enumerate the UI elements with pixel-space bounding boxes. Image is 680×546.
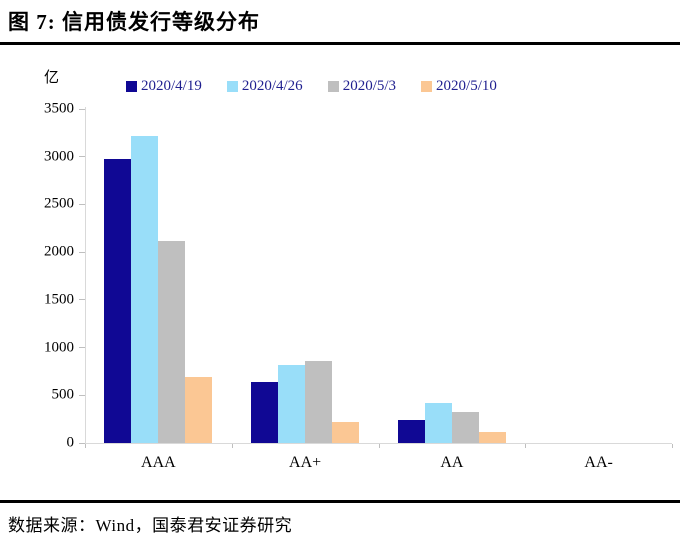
y-tick-mark bbox=[79, 108, 85, 110]
legend-label: 2020/4/26 bbox=[241, 78, 303, 94]
legend-item: 2020/4/19 bbox=[126, 78, 202, 95]
y-tick-label: 3000 bbox=[44, 148, 74, 165]
legend-swatch bbox=[327, 81, 339, 92]
legend-label: 2020/5/10 bbox=[436, 78, 497, 94]
legend-swatch bbox=[126, 81, 137, 92]
bar-2020/5/3-AA bbox=[451, 411, 479, 443]
legend-swatch bbox=[226, 81, 238, 92]
y-tick-label: 0 bbox=[66, 434, 75, 451]
chart-legend: 2020/4/19 2020/4/26 2020/5/3 2020/5/10 bbox=[126, 78, 497, 95]
y-axis-line bbox=[85, 107, 86, 443]
legend-item: 2020/5/10 bbox=[421, 78, 497, 95]
bar-2020/5/10-AA bbox=[478, 431, 506, 443]
y-tick-label: 3500 bbox=[44, 100, 74, 117]
bar-2020/4/19-AAA bbox=[104, 158, 132, 443]
x-tick-mark bbox=[525, 444, 527, 448]
y-tick-mark bbox=[79, 251, 85, 253]
bar-2020/4/26-AA+ bbox=[278, 364, 306, 443]
x-tick-mark bbox=[85, 444, 86, 448]
x-axis-line bbox=[85, 443, 672, 444]
y-tick-mark bbox=[79, 347, 85, 349]
bar-2020/4/19-AA+ bbox=[251, 381, 279, 443]
bar-2020/4/26-AAA bbox=[131, 135, 159, 443]
y-tick-mark bbox=[79, 203, 85, 205]
x-category-label: AAA bbox=[141, 454, 176, 471]
y-tick-label: 2000 bbox=[44, 243, 74, 260]
legend-label: 2020/4/19 bbox=[141, 78, 202, 94]
title-divider bbox=[0, 42, 680, 45]
y-tick-label: 1500 bbox=[44, 291, 74, 308]
bar-2020/4/26-AA bbox=[424, 402, 452, 443]
y-tick-mark bbox=[79, 299, 85, 301]
footer-divider bbox=[0, 500, 680, 503]
legend-swatch bbox=[421, 81, 433, 92]
x-tick-mark bbox=[378, 444, 380, 448]
y-tick-label: 500 bbox=[51, 386, 75, 403]
y-tick-mark bbox=[79, 442, 85, 444]
bar-2020/5/10-AA+ bbox=[332, 422, 360, 443]
bar-2020/5/3-AA+ bbox=[305, 360, 333, 443]
legend-item: 2020/4/26 bbox=[226, 78, 303, 95]
x-category-label: AA- bbox=[584, 454, 613, 471]
bar-2020/5/10-AAA bbox=[185, 377, 213, 443]
y-tick-label: 2500 bbox=[44, 195, 74, 212]
y-tick-mark bbox=[79, 394, 85, 396]
x-category-label: AA bbox=[440, 454, 464, 471]
y-tick-label: 1000 bbox=[44, 339, 74, 356]
source-note: 数据来源：Wind，国泰君安证券研究 bbox=[8, 516, 293, 535]
y-tick-mark bbox=[79, 156, 85, 158]
bar-2020/5/3-AAA bbox=[158, 240, 186, 443]
legend-label: 2020/5/3 bbox=[342, 78, 397, 94]
bar-2020/4/19-AA bbox=[397, 420, 425, 443]
x-category-label: AA+ bbox=[289, 454, 322, 471]
x-tick-mark bbox=[672, 444, 673, 448]
x-tick-mark bbox=[231, 444, 233, 448]
legend-item: 2020/5/3 bbox=[327, 78, 397, 95]
y-axis-unit-label: 亿 bbox=[44, 70, 60, 86]
figure-title: 图 7: 信用债发行等级分布 bbox=[8, 10, 260, 34]
